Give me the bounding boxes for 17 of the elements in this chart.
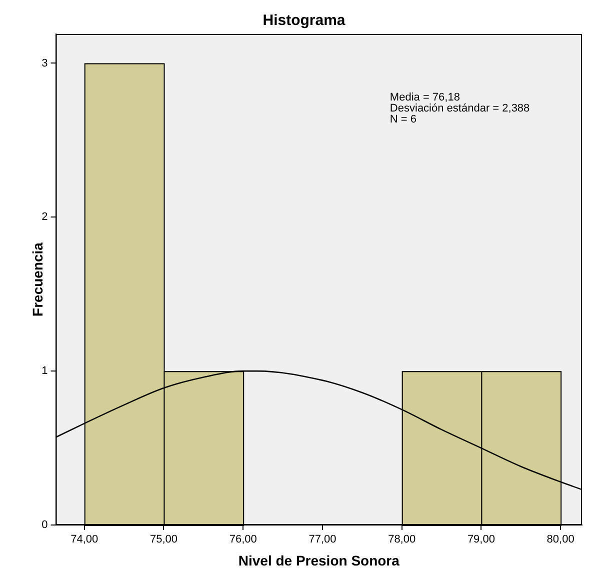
y-tick-label: 3 — [42, 57, 48, 70]
chart-title: Histograma — [262, 12, 346, 30]
annotation: Desviación estándar = 2,388 — [390, 102, 530, 115]
x-axis-title: Nivel de Presion Sonora — [238, 552, 400, 568]
x-tick-label: 80,00 — [546, 534, 574, 546]
y-tick-label: 2 — [42, 211, 48, 224]
x-tick-label: 79,00 — [467, 534, 495, 546]
x-tick-label: 76,00 — [229, 534, 257, 546]
y-axis-title: Frecuencia — [29, 242, 46, 316]
x-tick-label: 75,00 — [150, 534, 178, 546]
x-tick-label: 77,00 — [308, 534, 336, 546]
annotation: N = 6 — [390, 114, 417, 126]
annotation: Media = 76,18 — [390, 92, 460, 104]
x-tick-label: 78,00 — [388, 534, 416, 546]
y-tick-label: 1 — [42, 365, 48, 378]
x-tick-label: 74,00 — [70, 534, 98, 546]
y-tick-label: 0 — [42, 519, 48, 532]
